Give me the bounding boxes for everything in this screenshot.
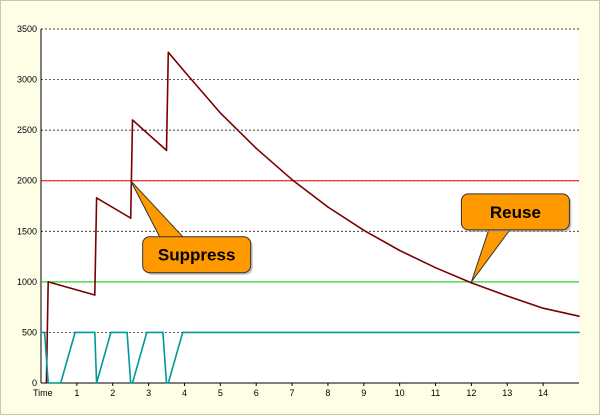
data-point-0: [327, 206, 329, 208]
data-point-0: [131, 119, 134, 121]
x-tick-label: 2: [110, 388, 115, 398]
y-tick-label: 1500: [17, 226, 37, 236]
data-point-0: [434, 266, 437, 269]
data-point-1: [59, 382, 62, 384]
data-point-1: [126, 331, 128, 334]
data-point-1: [94, 331, 96, 334]
x-tick-label: 3: [146, 388, 151, 398]
data-point-0: [506, 295, 509, 297]
data-point-1: [131, 382, 134, 384]
data-point-1: [95, 382, 98, 384]
x-tick-label: 1: [74, 388, 79, 398]
data-point-1: [167, 382, 170, 384]
y-tick-label: 3500: [17, 24, 37, 34]
callout: Suppress: [130, 180, 253, 275]
data-point-1: [578, 331, 580, 334]
x-tick-label: 7: [290, 388, 295, 398]
y-tick-label: 3000: [17, 75, 37, 85]
callout-box: [460, 193, 570, 231]
x-tick-label: 14: [538, 388, 548, 398]
data-point-0: [95, 197, 98, 199]
series-line-0: [45, 51, 580, 384]
y-tick-label: 2000: [17, 176, 37, 186]
y-tick-label: 500: [22, 327, 37, 337]
callout-box: [142, 236, 252, 274]
x-tick-label: 9: [361, 388, 366, 398]
x-tick-label: 11: [431, 388, 440, 398]
data-point-1: [165, 382, 168, 384]
y-tick-label: 0: [32, 378, 37, 388]
x-axis-label: Time: [33, 388, 53, 398]
data-point-0: [398, 249, 401, 252]
x-tick-label: 10: [395, 388, 405, 398]
data-point-1: [74, 331, 76, 334]
data-point-0: [578, 315, 580, 318]
data-point-0: [183, 70, 186, 73]
data-point-0: [45, 382, 48, 384]
x-tick-label: 5: [218, 388, 223, 398]
data-point-1: [129, 382, 132, 384]
data-point-0: [542, 307, 544, 309]
x-tick-label: 8: [325, 388, 330, 398]
data-point-1: [47, 382, 49, 384]
data-point-0: [255, 147, 257, 150]
callout: Reuse: [460, 193, 572, 283]
data-point-0: [94, 294, 96, 296]
data-point-1: [43, 331, 46, 334]
callout-label: Suppress: [158, 246, 235, 265]
data-point-0: [219, 112, 222, 114]
y-tick-label: 1000: [17, 277, 37, 287]
data-point-0: [470, 282, 473, 284]
data-point-1: [162, 331, 164, 334]
x-tick-label: 12: [466, 388, 476, 398]
x-tick-label: 6: [254, 388, 259, 398]
data-point-0: [363, 229, 365, 232]
data-point-1: [40, 331, 42, 334]
annotations: Suppress Reuse: [130, 180, 572, 283]
y-tick-label: 2500: [17, 125, 37, 135]
data-point-0: [165, 149, 168, 152]
x-tick-label: 13: [502, 388, 512, 398]
data-point-1: [146, 331, 148, 334]
data-point-0: [47, 281, 49, 283]
data-point-0: [167, 51, 170, 54]
data-point-1: [181, 331, 184, 334]
data-point-0: [129, 217, 132, 219]
data-point-1: [110, 331, 112, 334]
data-point-0: [291, 178, 293, 181]
callout-label: Reuse: [490, 203, 541, 222]
x-tick-label: 4: [182, 388, 187, 398]
